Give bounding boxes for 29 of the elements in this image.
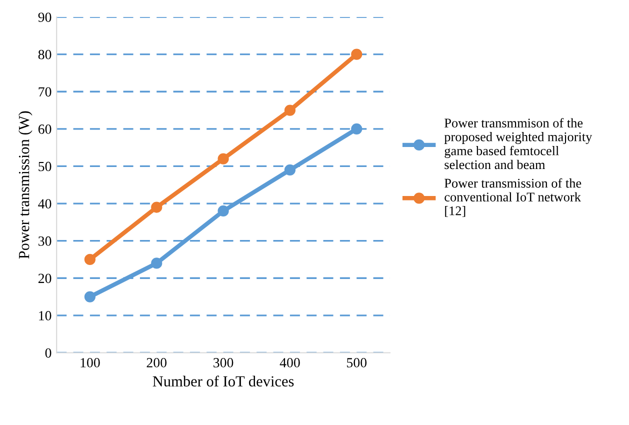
- y-tick-label: 50: [38, 162, 52, 172]
- point: [284, 104, 296, 116]
- y-tick-label: 90: [38, 12, 52, 22]
- point: [218, 153, 229, 164]
- point: [284, 164, 296, 176]
- x-tick-label: 400: [280, 358, 300, 368]
- y-tick-label: 80: [38, 50, 52, 60]
- point: [151, 202, 162, 213]
- x-tick-label: 500: [347, 358, 367, 368]
- y-tick-label: 70: [38, 87, 52, 97]
- point: [84, 254, 96, 266]
- x-tick-label: 200: [146, 358, 167, 368]
- y-tick-label: 60: [38, 124, 52, 134]
- y-tick-label: 0: [45, 348, 52, 358]
- point: [351, 123, 362, 134]
- y-tick-label: 30: [38, 236, 52, 246]
- legend-label: Power transmission of the conventional IoT network [12]: [444, 178, 582, 217]
- x-tick-label: 300: [214, 358, 234, 368]
- y-tick-label: 10: [39, 311, 52, 320]
- y-tick-label: 40: [38, 199, 52, 208]
- point: [84, 291, 96, 302]
- y-tick-label: 20: [38, 274, 52, 284]
- point: [218, 205, 229, 217]
- legend-label: Power transmmison of the proposed weighted majority game based femtocell selection and beam: [444, 118, 592, 170]
- x-axis-title: Number of IoT devices: [152, 376, 294, 387]
- point: [351, 48, 362, 60]
- y-axis-title: Power transmission (W): [18, 111, 32, 259]
- x-tick-label: 100: [80, 358, 100, 368]
- point: [151, 258, 162, 269]
